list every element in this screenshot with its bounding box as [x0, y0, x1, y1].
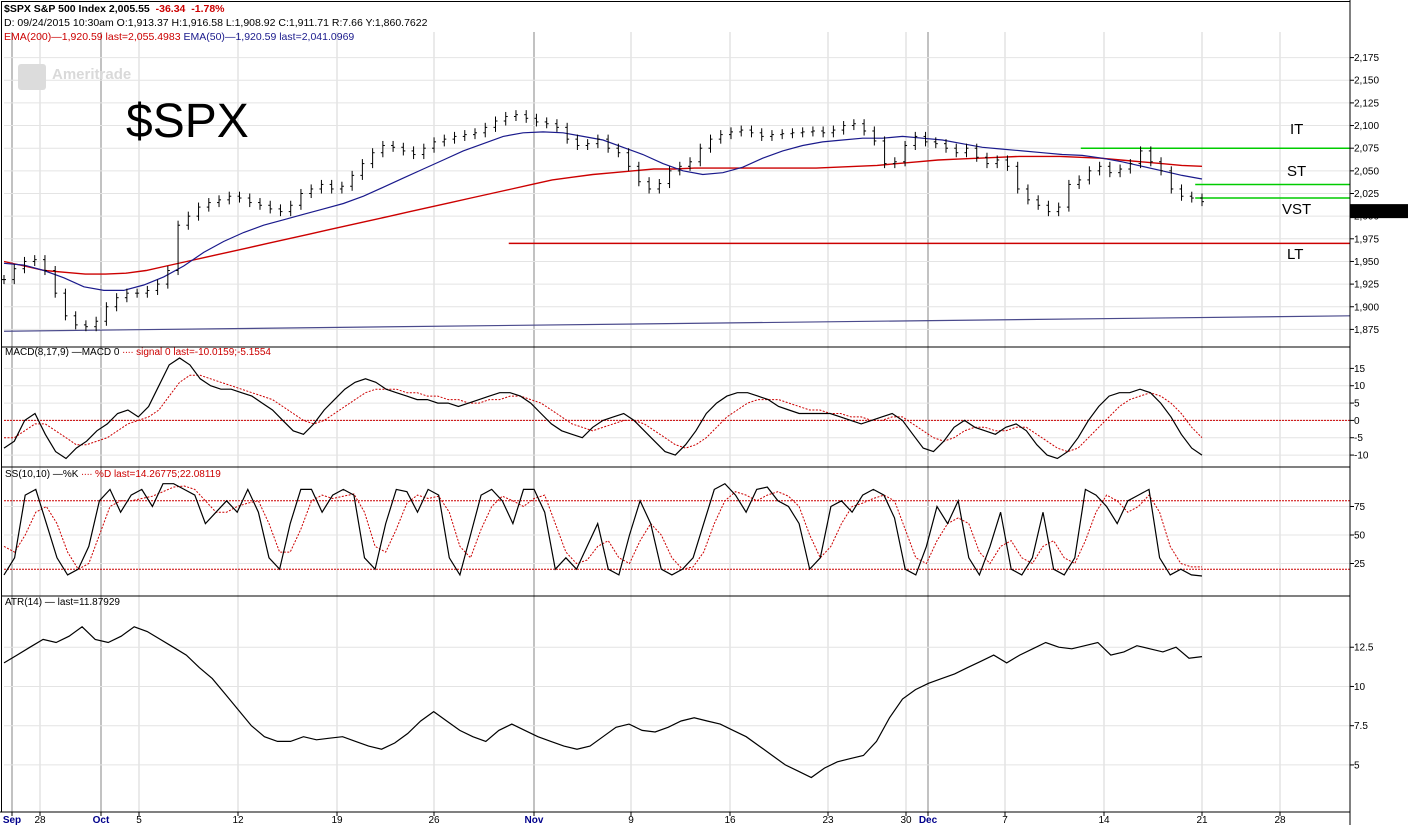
x-tick-label: Dec [919, 815, 938, 825]
header-line-3: EMA(200)—1,920.59 last=2,055.4983 EMA(50… [4, 31, 354, 43]
big-symbol-label: $SPX [126, 95, 249, 148]
y-tick-label: 2,025 [1354, 189, 1379, 200]
x-tick-label: 23 [822, 815, 834, 825]
header-change-pct: -1.78% [191, 3, 225, 15]
x-tick-label: Oct [93, 815, 110, 825]
macd-line [3, 357, 1203, 460]
y-tick-label: 15 [1354, 364, 1366, 375]
ema50-line [3, 131, 1203, 291]
stoch-legend-k: —%K [53, 469, 81, 480]
x-tick-label: Nov [525, 815, 544, 825]
y-tick-label: 75 [1354, 502, 1366, 513]
y-tick-label: 2,175 [1354, 53, 1379, 64]
y-tick-label: 50 [1354, 531, 1366, 542]
x-tick-label: 28 [34, 815, 46, 825]
stoch-label-name: SS(10,10) [5, 469, 53, 480]
x-axis: Sep 28 Oct 5 12 19 26 Nov 9 16 23 30 Dec 7 14 21 28 [0, 811, 1350, 825]
x-tick-label: 12 [232, 815, 244, 825]
header-line-1: $SPX S&P 500 Index 2,005.55 -36.34 -1.78… [4, 3, 225, 15]
y-tick-label: 7.5 [1354, 721, 1368, 732]
ema50-value: —1,920.59 last=2,041.0969 [224, 31, 355, 43]
y-tick-label: 12.5 [1354, 643, 1374, 654]
stoch-d-line [3, 485, 1202, 570]
level-label-st: ST [1287, 163, 1306, 180]
y-tick-label: 0 [1354, 416, 1360, 427]
y-tick-label: 2,150 [1354, 76, 1379, 87]
atr-panel: ATR(14) — last=11.87929 [3, 597, 1203, 779]
header-last: 2,005.55 [108, 3, 150, 15]
y-tick-label: 2,075 [1354, 144, 1379, 155]
x-tick-label: 14 [1098, 815, 1110, 825]
x-tick-label: 16 [724, 815, 736, 825]
header-line-2: D: 09/24/2015 10:30am O:1,913.37 H:1,916… [4, 17, 428, 29]
y-tick-label: -5 [1354, 433, 1363, 444]
y-tick-label: 5 [1354, 399, 1360, 410]
last-price-tag [1350, 204, 1408, 219]
stoch-k-line [3, 482, 1203, 577]
ema200-label: EMA(200) [4, 31, 52, 43]
x-tick-label: Sep [3, 815, 21, 825]
price-panel: IT ST VST LT [2, 110, 1351, 332]
y-tick-label: 10 [1354, 381, 1366, 392]
stoch-legend-last: last=14.26775;22.08119 [114, 469, 221, 480]
y-axes: 1,8751,9001,9251,9501,9752,0002,0252,050… [1350, 53, 1408, 771]
y-tick-label: 1,950 [1354, 257, 1379, 268]
header-symbol: $SPX [4, 3, 31, 15]
y-tick-label: 2,100 [1354, 121, 1379, 132]
y-tick-label: -10 [1354, 451, 1369, 462]
watermark-logo: Ameritrade [18, 64, 131, 90]
ema200-line [3, 155, 1203, 275]
last-price-tag-label: 2,005.55 [1353, 207, 1392, 218]
y-tick-label: 25 [1354, 559, 1366, 570]
long-term-trendline [3, 315, 1351, 332]
level-label-it: IT [1290, 121, 1303, 138]
x-tick-label: 5 [136, 815, 142, 825]
stoch-label: SS(10,10) —%K ∙∙∙∙ %D last=14.26775;22.0… [5, 469, 221, 480]
atr-label: ATR(14) — last=11.87929 [5, 597, 120, 608]
ema200-value: —1,920.59 last=2,055.4983 [51, 31, 181, 43]
atr-line [3, 626, 1203, 779]
y-tick-label: 1,925 [1354, 280, 1379, 291]
y-tick-label: 10 [1354, 682, 1366, 693]
macd-legend-macd: —MACD 0 [72, 347, 123, 358]
stochastics-panel: SS(10,10) —%K ∙∙∙∙ %D last=14.26775;22.0… [3, 469, 1350, 577]
y-tick-label: 1,900 [1354, 302, 1379, 313]
y-tick-label: 2,050 [1354, 166, 1379, 177]
x-tick-label: 30 [900, 815, 912, 825]
macd-label-name: MACD(8,17,9) [5, 347, 72, 358]
x-tick-label: 28 [1274, 815, 1286, 825]
macd-legend-signal: ∙∙∙∙ signal 0 [122, 347, 173, 358]
macd-signal-line [4, 374, 1203, 453]
ema50-label: EMA(50) [183, 31, 225, 43]
grid-lines [4, 32, 1350, 812]
y-tick-label: 1,875 [1354, 325, 1379, 336]
y-tick-label: 5 [1354, 760, 1360, 771]
macd-label: MACD(8,17,9) —MACD 0 ∙∙∙∙ signal 0 last=… [5, 347, 271, 358]
watermark-text: Ameritrade [52, 66, 131, 83]
x-tick-label: 9 [628, 815, 634, 825]
macd-panel: MACD(8,17,9) —MACD 0 ∙∙∙∙ signal 0 last=… [3, 347, 1350, 460]
stoch-legend-d: ∙∙∙∙ %D [81, 469, 114, 480]
y-tick-label: 1,975 [1354, 234, 1379, 245]
x-tick-label: 26 [428, 815, 440, 825]
atr-legend-last: — last=11.87929 [45, 597, 121, 608]
header-change: -36.34 [155, 3, 186, 15]
x-tick-label: 7 [1002, 815, 1008, 825]
macd-legend-last: last=-10.0159;-5.1554 [173, 347, 271, 358]
y-tick-label: 2,125 [1354, 98, 1379, 109]
td-logo-icon [18, 64, 46, 90]
atr-label-name: ATR(14) [5, 597, 45, 608]
price-bars [2, 110, 1204, 332]
level-label-vst: VST [1282, 201, 1311, 218]
header-name: S&P 500 Index [33, 3, 106, 15]
level-label-lt: LT [1287, 246, 1303, 263]
x-tick-label: 21 [1196, 815, 1208, 825]
x-tick-label: 19 [331, 815, 343, 825]
